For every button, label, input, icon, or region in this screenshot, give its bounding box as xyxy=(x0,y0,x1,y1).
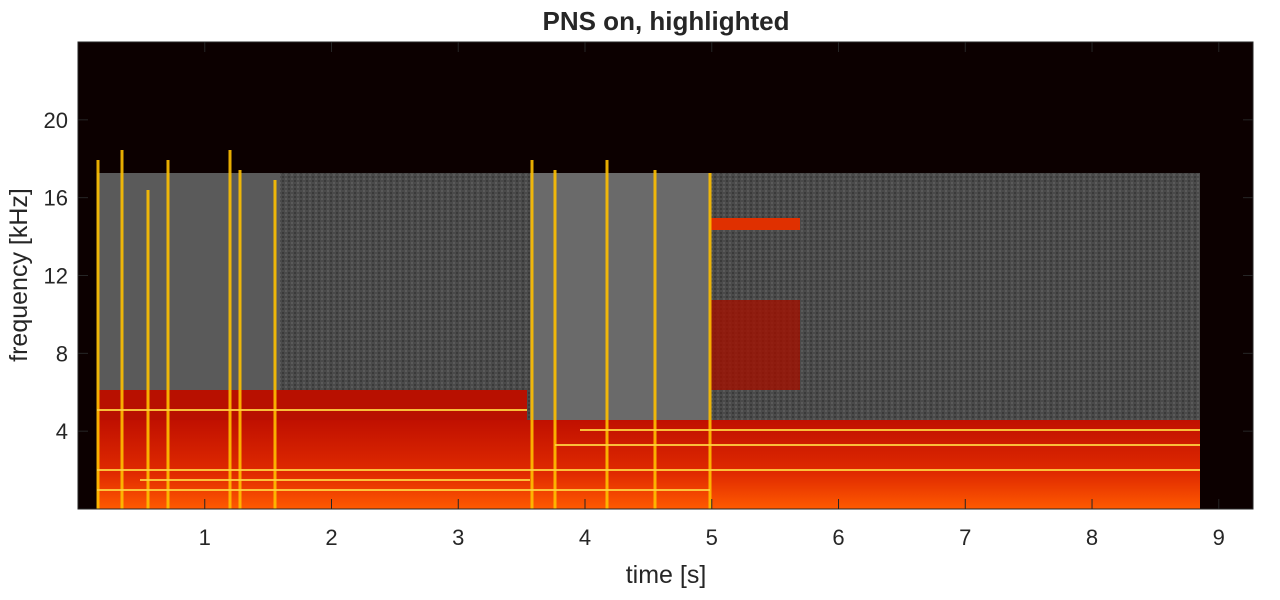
chart-title: PNS on, highlighted xyxy=(543,6,790,36)
x-tick-label: 9 xyxy=(1213,525,1225,550)
y-tick-label: 8 xyxy=(56,341,68,366)
x-tick-label: 6 xyxy=(832,525,844,550)
spectrogram-image xyxy=(78,42,1253,509)
y-tick-label: 12 xyxy=(44,264,68,289)
x-tick-label: 8 xyxy=(1086,525,1098,550)
x-tick-label: 2 xyxy=(325,525,337,550)
x-tick-label: 1 xyxy=(199,525,211,550)
x-axis-label: time [s] xyxy=(626,561,707,589)
x-tick-label: 5 xyxy=(706,525,718,550)
y-tick-label: 4 xyxy=(56,419,68,444)
y-axis-label: frequency [kHz] xyxy=(5,188,33,362)
x-tick-label: 7 xyxy=(959,525,971,550)
x-tick-label: 3 xyxy=(452,525,464,550)
y-tick-label: 20 xyxy=(44,108,68,133)
y-tick-label: 16 xyxy=(44,186,68,211)
x-tick-label: 4 xyxy=(579,525,591,550)
